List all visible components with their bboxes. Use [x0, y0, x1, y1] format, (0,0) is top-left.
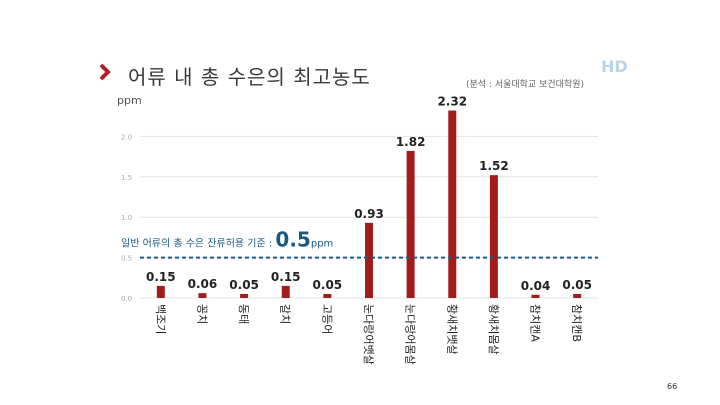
bar — [489, 175, 498, 298]
category-label: 참치캔A — [529, 304, 542, 342]
data-label: 0.05 — [229, 278, 259, 292]
bar — [240, 293, 249, 298]
category-label: 눈다랑어뱃살 — [362, 304, 375, 365]
bar — [365, 222, 373, 298]
category-label: 황새치뱃살 — [445, 304, 458, 355]
bar — [531, 294, 540, 298]
bar — [323, 293, 332, 298]
bar — [281, 285, 290, 298]
data-label: 0.15 — [271, 270, 301, 284]
threshold-label: 일반 어류의 총 수은 잔류허용 기준 : 0.5ppm — [121, 228, 333, 252]
category-label: 꽁치 — [195, 304, 208, 324]
data-label: 0.04 — [521, 279, 551, 293]
bar — [198, 293, 207, 298]
y-tick-label: 1.5 — [121, 174, 132, 182]
category-label: 백조기 — [154, 304, 167, 334]
data-label: 0.05 — [313, 278, 343, 292]
data-label: 0.93 — [354, 207, 384, 221]
data-label: 0.06 — [188, 277, 218, 291]
data-label: 1.82 — [396, 135, 426, 149]
category-label: 참치캔B — [570, 304, 583, 342]
chevron-right-icon — [99, 63, 111, 81]
bar — [406, 150, 415, 298]
bar — [156, 285, 165, 298]
data-label: 2.32 — [437, 95, 467, 109]
data-label: 0.05 — [562, 278, 592, 292]
source-note: (분석 : 서울대학교 보건대학원) — [466, 80, 584, 90]
data-label: 1.52 — [479, 159, 509, 173]
category-label: 동태 — [237, 304, 250, 324]
y-tick-label: 2.0 — [121, 133, 132, 141]
hd-label: HD — [601, 57, 628, 76]
chart-title: 어류 내 총 수은의 최고농도 — [128, 65, 371, 89]
y-axis-unit: ppm — [117, 94, 142, 107]
category-label: 고등어 — [320, 304, 333, 334]
y-tick-label: 0.0 — [121, 295, 132, 303]
category-label: 갈치 — [279, 304, 293, 324]
y-tick-label: 1.0 — [121, 214, 132, 222]
bar — [448, 110, 457, 298]
y-tick-label: 0.5 — [121, 255, 132, 263]
page-number: 66 — [667, 382, 678, 391]
data-label: 0.15 — [146, 270, 176, 284]
bar — [573, 293, 582, 298]
category-label: 눈다랑어몸살 — [404, 304, 417, 365]
category-label: 황새치몸살 — [487, 304, 500, 355]
